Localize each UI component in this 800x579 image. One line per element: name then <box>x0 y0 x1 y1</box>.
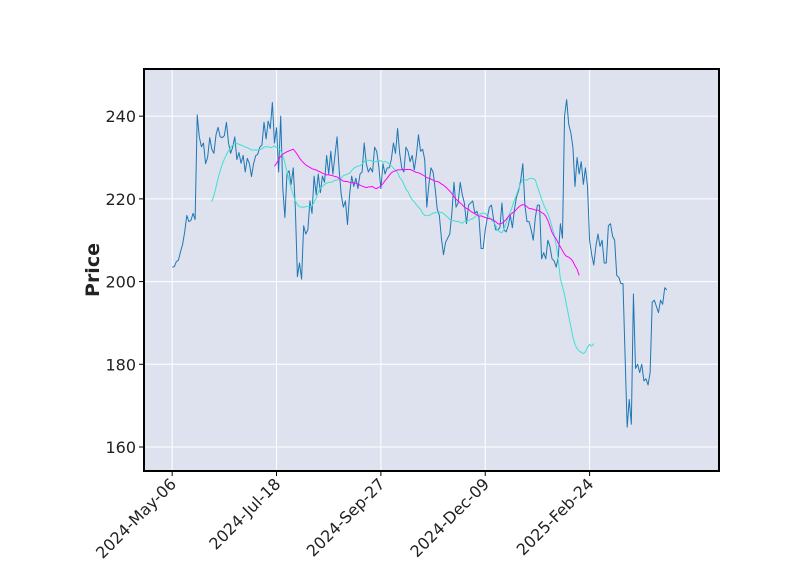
plot-area <box>144 69 719 471</box>
y-tick-label: 220 <box>105 190 136 209</box>
moving-average-long-line <box>274 148 580 276</box>
y-tick-label: 240 <box>105 107 136 126</box>
moving-average-short-line <box>211 142 595 355</box>
x-tick-label: 2024-May-06 <box>92 474 180 562</box>
y-tick-label: 200 <box>105 273 136 292</box>
grid-lines <box>144 69 719 471</box>
price-line <box>172 99 668 428</box>
x-tick-label: 2024-Dec-09 <box>406 474 493 561</box>
series-layer <box>172 99 668 428</box>
x-axis: 2024-May-06 2024-Jul-18 2024-Sep-27 2024-De… <box>92 471 597 562</box>
x-tick-label: 2024-Sep-27 <box>303 474 389 560</box>
x-tick-label: 2024-Jul-18 <box>205 474 284 553</box>
y-axis-label: Price <box>82 243 104 297</box>
y-axis: 160 180 200 220 240 <box>105 107 144 457</box>
y-tick-label: 180 <box>105 355 136 374</box>
y-tick-label: 160 <box>105 438 136 457</box>
x-tick-label: 2025-Feb-24 <box>513 474 598 559</box>
plot-frame <box>143 68 720 472</box>
